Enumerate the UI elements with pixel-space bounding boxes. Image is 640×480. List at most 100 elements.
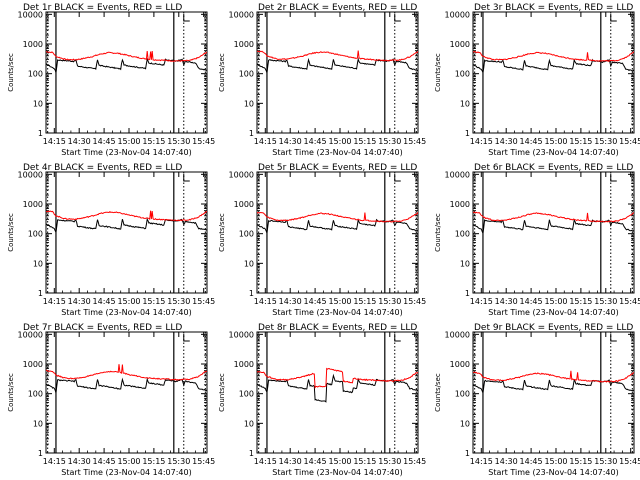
x-tick-label: 15:30 [594,457,617,466]
events-series-line [46,377,207,393]
x-tick-label: 15:45 [403,137,426,146]
x-tick-label: 14:30 [495,137,518,146]
y-tick-label: 10000 [18,10,43,19]
x-tick-label: 14:15 [470,297,493,306]
x-tick-label: 15:00 [117,457,140,466]
y-tick-label: 10000 [445,330,470,339]
lld-series-line [46,50,207,62]
x-tick-label: 14:45 [304,457,327,466]
x-tick-label: 15:45 [192,457,215,466]
x-tick-label: 15:00 [117,137,140,146]
plot-frame [256,171,419,294]
x-tick-label: 14:15 [254,457,277,466]
y-tick-label: 10 [460,419,470,428]
events-series-line [473,58,634,75]
marker-bracket [394,14,401,22]
x-tick-label: 14:15 [43,137,66,146]
plot-frame [472,171,635,294]
y-tick-label: 10 [33,259,43,268]
x-tick-label: 14:30 [495,297,518,306]
plot-frame [256,11,419,134]
events-series-line [257,57,418,73]
x-tick-label: 15:45 [192,297,215,306]
panel-title: Det 5r BLACK = Events, RED = LLD [258,163,417,173]
x-axis-label: Start Time (23-Nov-04 14:07:40) [61,308,191,317]
y-tick-label: 100 [28,70,43,79]
panel-6: Det 6r BLACK = Events, RED = LLD 1 10 100 10… [434,163,640,317]
y-tick-label: 100 [239,70,254,79]
y-tick-label: 1000 [234,360,254,369]
x-tick-label: 15:15 [353,457,376,466]
panel-title: Det 1r BLACK = Events, RED = LLD [23,3,182,13]
x-tick-label: 14:30 [279,137,302,146]
x-tick-label: 14:30 [68,457,91,466]
x-tick-label: 15:00 [328,457,351,466]
y-axis-label: Counts/sec [218,53,226,92]
x-tick-label: 15:30 [594,297,617,306]
lld-series-line [473,370,634,383]
panel-title: Det 7r BLACK = Events, RED = LLD [23,323,182,333]
x-tick-label: 14:45 [304,137,327,146]
panel-8: Det 8r BLACK = Events, RED = LLD 1 10 100 10… [218,323,426,477]
y-tick-label: 10000 [229,170,254,179]
events-series-line [257,218,418,234]
y-tick-label: 1000 [450,200,470,209]
plot-frame [256,331,419,454]
y-tick-label: 100 [455,70,470,79]
x-tick-label: 15:00 [544,137,567,146]
x-tick-label: 14:15 [43,297,66,306]
y-axis-label: Counts/sec [7,53,15,92]
x-axis-label: Start Time (23-Nov-04 14:07:40) [61,148,191,157]
x-tick-label: 15:45 [619,457,640,466]
x-tick-label: 15:00 [544,457,567,466]
x-tick-label: 15:45 [403,457,426,466]
y-tick-label: 1 [465,289,470,298]
x-tick-label: 15:30 [594,137,617,146]
x-tick-label: 15:00 [328,137,351,146]
x-tick-label: 14:15 [470,457,493,466]
x-axis-label: Start Time (23-Nov-04 14:07:40) [272,468,402,477]
x-tick-label: 14:45 [93,297,116,306]
y-tick-label: 100 [28,230,43,239]
x-tick-label: 14:30 [68,137,91,146]
x-tick-label: 14:45 [520,297,543,306]
lld-series-line [473,211,634,223]
x-tick-label: 14:15 [254,137,277,146]
x-tick-label: 15:15 [569,457,592,466]
y-tick-label: 1000 [23,360,43,369]
y-tick-label: 10000 [18,330,43,339]
y-tick-label: 10 [244,419,254,428]
y-tick-label: 1000 [23,40,43,49]
lld-series-line [257,211,418,223]
y-tick-label: 10000 [445,10,470,19]
marker-bracket [394,174,401,182]
events-series-line [46,217,207,234]
x-tick-label: 14:15 [43,457,66,466]
panel-9: Det 9r BLACK = Events, RED = LLD 1 10 100 10… [434,323,640,477]
panel-3: Det 3r BLACK = Events, RED = LLD 1 10 100 10… [434,3,640,157]
x-tick-label: 15:30 [378,457,401,466]
x-tick-label: 15:00 [544,297,567,306]
x-axis-label: Start Time (23-Nov-04 14:07:40) [272,308,402,317]
y-axis-label: Counts/sec [434,53,442,92]
x-tick-label: 15:15 [569,137,592,146]
lld-series-line [257,50,418,62]
y-tick-label: 1 [465,449,470,458]
y-tick-label: 1 [38,289,43,298]
y-tick-label: 1000 [450,360,470,369]
panel-title: Det 3r BLACK = Events, RED = LLD [474,3,633,13]
x-tick-label: 15:00 [328,297,351,306]
x-tick-label: 14:15 [254,297,277,306]
events-series-line [46,57,207,73]
marker-bracket [610,174,617,182]
y-tick-label: 1 [38,129,43,138]
lld-series-line [257,367,418,389]
x-axis-label: Start Time (23-Nov-04 14:07:40) [488,308,618,317]
y-tick-label: 10000 [18,170,43,179]
marker-bracket [610,14,617,22]
panel-title: Det 9r BLACK = Events, RED = LLD [474,323,633,333]
y-tick-label: 10 [33,99,43,108]
x-tick-label: 14:30 [279,457,302,466]
plot-frame [45,171,208,294]
